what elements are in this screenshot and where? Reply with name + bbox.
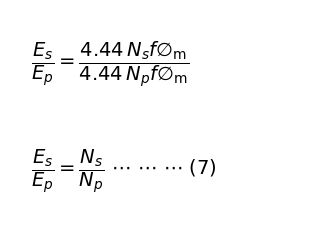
Text: $\dfrac{E_s}{E_p} = \dfrac{N_s}{N_p}\ \cdots\ \cdots\ \cdots\ (7)$: $\dfrac{E_s}{E_p} = \dfrac{N_s}{N_p}\ \c…: [31, 147, 217, 195]
Text: $\dfrac{E_s}{E_p} = \dfrac{4.44\, N_s f \varnothing_{\mathrm{m}}}{4.44\, N_p f \: $\dfrac{E_s}{E_p} = \dfrac{4.44\, N_s f …: [31, 40, 189, 89]
